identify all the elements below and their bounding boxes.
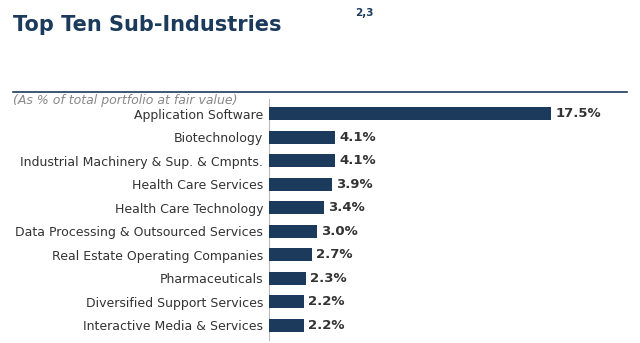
Text: 17.5%: 17.5% bbox=[556, 107, 601, 120]
Text: (As % of total portfolio at fair value): (As % of total portfolio at fair value) bbox=[13, 94, 237, 107]
Text: 4.1%: 4.1% bbox=[339, 154, 376, 167]
Bar bbox=[269, 154, 335, 167]
Text: 2.2%: 2.2% bbox=[308, 295, 345, 308]
Text: 2,3: 2,3 bbox=[355, 8, 374, 18]
Bar bbox=[269, 107, 552, 120]
Bar bbox=[269, 131, 335, 144]
Text: 2.2%: 2.2% bbox=[308, 319, 345, 332]
Text: 2.7%: 2.7% bbox=[316, 248, 353, 261]
Bar bbox=[269, 225, 317, 238]
Text: Top Ten Sub-Industries: Top Ten Sub-Industries bbox=[13, 15, 282, 35]
Text: 3.0%: 3.0% bbox=[321, 225, 358, 238]
Bar bbox=[269, 248, 312, 261]
Bar bbox=[269, 272, 306, 285]
Text: 4.1%: 4.1% bbox=[339, 131, 376, 144]
Bar bbox=[269, 319, 305, 332]
Bar bbox=[269, 178, 332, 191]
Text: 3.4%: 3.4% bbox=[328, 201, 365, 214]
Bar bbox=[269, 295, 305, 308]
Bar bbox=[269, 201, 324, 214]
Text: 2.3%: 2.3% bbox=[310, 272, 347, 285]
Text: 3.9%: 3.9% bbox=[336, 178, 372, 191]
